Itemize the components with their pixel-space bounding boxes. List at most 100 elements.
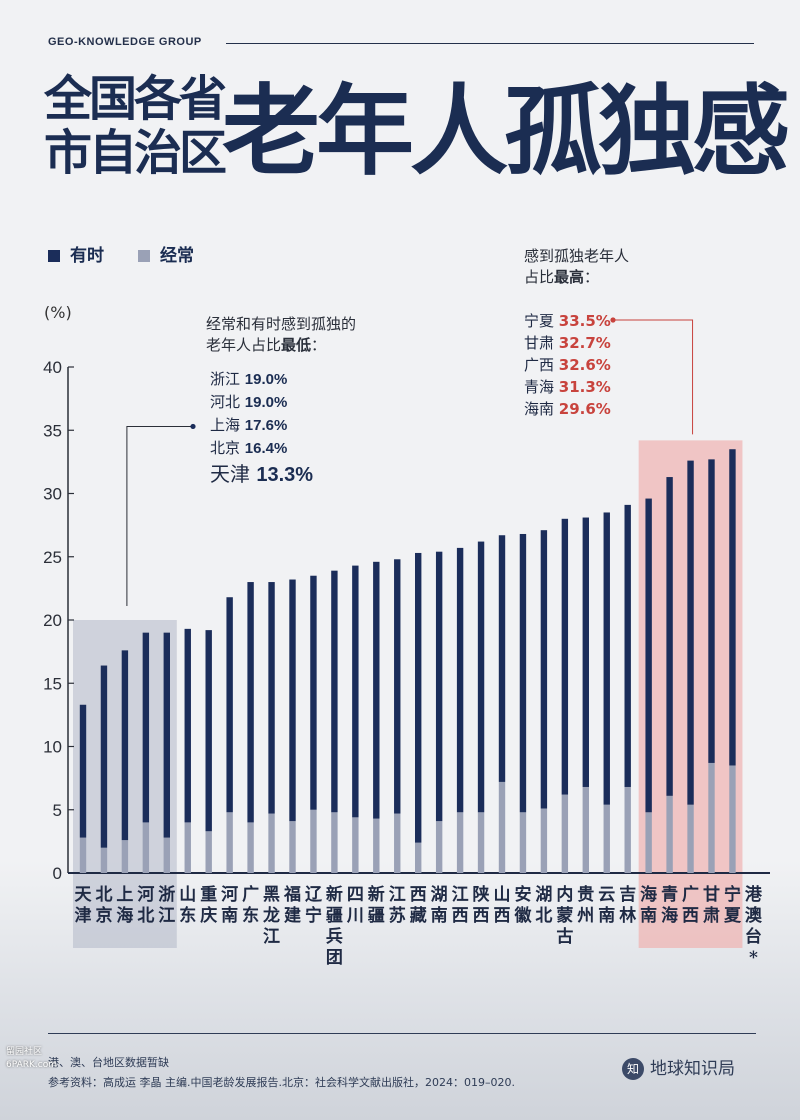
bar-segment-sometimes bbox=[498, 535, 506, 782]
y-tick-label: 10 bbox=[43, 738, 62, 757]
bar-segment-often bbox=[498, 781, 506, 873]
x-category-label: 港澳台* bbox=[745, 884, 763, 968]
bar-segment-often bbox=[268, 813, 275, 873]
title-small-line1: 全国各省 bbox=[44, 71, 227, 127]
watermark-line2: 6PARK.com bbox=[6, 1060, 57, 1070]
bar-segment-sometimes bbox=[540, 530, 548, 809]
high-item-value: 33.5% bbox=[558, 312, 611, 330]
x-category-label: 湖南 bbox=[431, 885, 448, 926]
x-category-label: 陕西 bbox=[473, 884, 490, 926]
x-category-label: 北京 bbox=[95, 885, 112, 926]
bar-segment-often bbox=[645, 812, 652, 873]
bar-segment-often bbox=[163, 837, 170, 873]
high-list-item: 青海 31.3% bbox=[524, 376, 611, 398]
y-tick-label: 20 bbox=[43, 611, 62, 630]
bar-segment-often bbox=[79, 837, 87, 873]
low-item-value: 13.3% bbox=[256, 464, 314, 486]
low-item-name: 浙江 bbox=[210, 370, 241, 388]
x-category-label: 青海 bbox=[661, 884, 678, 926]
high-list-item: 甘肃 32.7% bbox=[524, 332, 611, 354]
y-tick-label: 30 bbox=[43, 485, 62, 504]
bar-segment-sometimes bbox=[268, 582, 275, 814]
low-list-item: 浙江 19.0% bbox=[210, 368, 313, 391]
bar-segment-sometimes bbox=[79, 704, 87, 838]
x-category-label: 宁夏 bbox=[724, 884, 742, 926]
low-note-line1: 经常和有时感到孤独的 bbox=[206, 315, 357, 333]
bar-segment-often bbox=[729, 765, 736, 873]
bar-segment-sometimes bbox=[415, 552, 422, 843]
x-category-label: 浙江 bbox=[158, 884, 175, 926]
x-category-label: 安徽 bbox=[513, 884, 532, 926]
legend-label-sometimes: 有时 bbox=[70, 246, 104, 266]
x-category-label: 海南 bbox=[640, 884, 657, 926]
high-list-item: 广西 32.6% bbox=[524, 354, 611, 376]
bar-segment-often bbox=[519, 812, 527, 873]
x-category-label: 河南 bbox=[221, 885, 238, 926]
bar-segment-sometimes bbox=[477, 541, 485, 813]
y-tick-label: 40 bbox=[43, 358, 62, 377]
low-item-name: 北京 bbox=[210, 439, 241, 457]
bar-segment-sometimes bbox=[142, 632, 150, 823]
bar-segment-sometimes bbox=[666, 477, 673, 796]
high-item-value: 32.7% bbox=[558, 334, 611, 352]
title-region-label: 全国各省 市自治区 bbox=[44, 71, 227, 181]
bar-segment-often bbox=[247, 822, 254, 873]
high-note-suffix: ： bbox=[584, 268, 600, 286]
x-category-label: 广西 bbox=[682, 884, 699, 926]
globe-icon: 知 bbox=[622, 1058, 644, 1080]
bar-segment-sometimes bbox=[645, 498, 652, 813]
bar-segment-often bbox=[373, 818, 380, 873]
high-item-name: 广西 bbox=[524, 356, 555, 374]
bar-segment-sometimes bbox=[373, 561, 380, 819]
bar-segment-often bbox=[289, 821, 296, 873]
low-item-name: 上海 bbox=[210, 416, 241, 434]
x-category-label: 黑龙江 bbox=[262, 885, 280, 947]
low-item-value: 19.0% bbox=[244, 394, 288, 411]
x-category-label: 吉林 bbox=[619, 885, 636, 926]
bar-segment-sometimes bbox=[352, 565, 359, 818]
high-item-name: 青海 bbox=[524, 378, 555, 396]
bar-segment-often bbox=[331, 812, 338, 873]
brand-divider bbox=[226, 43, 754, 44]
footer-note: 港、澳、台地区数据暂缺 bbox=[48, 1056, 169, 1069]
high-connector-dot bbox=[610, 317, 616, 323]
bar-segment-often bbox=[540, 808, 548, 873]
high-item-name: 宁夏 bbox=[524, 312, 555, 330]
bar-segment-sometimes bbox=[121, 650, 129, 841]
bar-segment-sometimes bbox=[603, 512, 610, 805]
bar-segment-often bbox=[121, 840, 129, 873]
low-list-item: 河北 19.0% bbox=[210, 391, 313, 414]
x-category-label: 云南 bbox=[598, 885, 615, 926]
high-item-name: 甘肃 bbox=[524, 334, 555, 352]
bar-segment-often bbox=[184, 822, 191, 873]
low-item-value: 16.4% bbox=[244, 440, 288, 457]
low-item-name: 河北 bbox=[210, 393, 241, 411]
bar-segment-sometimes bbox=[247, 582, 254, 823]
page-title: 老年人孤独感 bbox=[222, 74, 790, 189]
bar-segment-sometimes bbox=[687, 460, 694, 805]
legend-label-often: 经常 bbox=[160, 246, 194, 266]
bar-segment-often bbox=[352, 817, 359, 873]
bar-segment-often bbox=[708, 762, 715, 873]
x-category-label: 河北 bbox=[137, 885, 154, 926]
title-small-line2: 市自治区 bbox=[44, 125, 227, 181]
x-category-label: 甘肃 bbox=[703, 884, 720, 926]
bar-segment-often bbox=[394, 813, 401, 873]
footer-divider bbox=[48, 1033, 756, 1034]
bar-segment-sometimes bbox=[310, 575, 317, 810]
bar-segment-sometimes bbox=[708, 459, 715, 763]
low-note-bold: 最低 bbox=[281, 336, 312, 354]
low-list-item: 天津 13.3% bbox=[210, 460, 313, 489]
high-item-value: 31.3% bbox=[558, 378, 611, 396]
y-tick-label: 5 bbox=[53, 801, 62, 820]
publisher-name: 地球知识局 bbox=[650, 1059, 735, 1079]
low-list-item: 上海 17.6% bbox=[210, 414, 313, 437]
high-note-line1: 感到孤独老年人 bbox=[524, 247, 630, 265]
y-tick-label: 35 bbox=[43, 421, 62, 440]
y-tick-label: 0 bbox=[53, 864, 62, 883]
bar-segment-sometimes bbox=[289, 579, 296, 822]
x-category-label: 湖北 bbox=[535, 885, 552, 926]
bar-segment-often bbox=[142, 822, 150, 873]
bar-segment-sometimes bbox=[205, 630, 212, 832]
legend-item-often: 经常 bbox=[138, 241, 194, 266]
